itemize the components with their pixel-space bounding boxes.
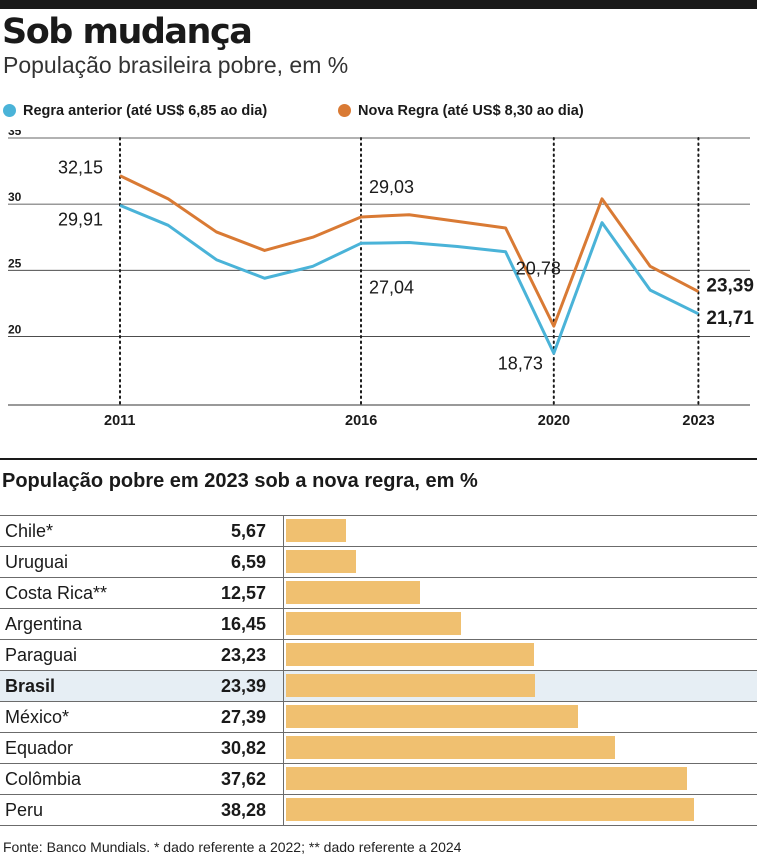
x-tick-label: 2020 [538,413,570,429]
legend-swatch-nova-regra [338,104,351,117]
data-label: 20,78 [516,258,561,278]
bar-value-label: 23,39 [220,676,266,696]
legend-swatch-regra-anterior [3,104,16,117]
bar-value-label: 12,57 [220,583,266,603]
bar-row: Uruguai 6,59 [0,546,757,577]
data-label: 23,39 [706,276,754,297]
bar-row: Costa Rica** 12,57 [0,577,757,608]
bar-separator [283,609,284,639]
data-label: 29,91 [58,209,103,229]
bar-category-label: México* [5,707,70,727]
bar-row: Paraguai 23,23 [0,639,757,670]
bar [286,674,536,697]
top-rule [0,0,757,9]
bar-category-label: Chile* [5,521,54,541]
bar [286,736,615,759]
bar-separator [283,702,284,732]
x-tick-label: 2011 [104,413,135,429]
data-label: 27,04 [369,277,414,297]
bar-category-label: Brasil [5,676,56,696]
bar-row: Colômbia 37,62 [0,763,757,794]
line-chart: 35 30 25 20 2011 2016 2020 2023 32,15 29,91 29,03 2… [0,130,757,435]
bar-value-label: 37,62 [220,769,266,789]
x-tick-label: 2016 [345,413,377,429]
y-tick-label: 30 [8,190,22,204]
bar-category-label: Argentina [5,614,83,634]
bar [286,519,347,542]
bar [286,612,462,635]
bar [286,767,687,790]
x-tick-label: 2023 [682,413,714,429]
y-tick-label: 35 [8,130,22,138]
bar-value-label: 23,23 [220,645,266,665]
series-line-regra-anterior [119,203,700,355]
bar-row: Equador 30,82 [0,732,757,763]
bar-row: Argentina 16,45 [0,608,757,639]
data-label: 32,15 [58,158,103,178]
legend-item-regra-anterior: Regra anterior (até US$ 6,85 ao dia) [3,103,267,119]
bar [286,643,534,666]
bar-chart-title: População pobre em 2023 sob a nova regra… [2,470,478,492]
line-chart-svg: 35 30 25 20 2011 2016 2020 2023 32,15 29,91 29,03 2… [8,130,754,429]
legend-label-nova-regra: Nova Regra (até US$ 8,30 ao dia) [358,103,584,119]
bar-category-label: Costa Rica** [5,583,108,603]
section-divider [0,458,757,460]
bar-value-label: 5,67 [230,521,266,541]
bar-separator [283,733,284,763]
bar-category-label: Equador [5,738,74,758]
data-label: 21,71 [706,308,754,329]
y-tick-label: 20 [8,322,22,336]
bar [286,798,694,821]
bar-separator [283,764,284,794]
bar-separator [283,795,284,825]
bar-category-label: Paraguai [5,645,78,665]
bar [286,705,578,728]
bar-value-label: 30,82 [220,738,266,758]
bar [286,581,420,604]
data-label: 29,03 [369,177,414,197]
bar-value-label: 38,28 [220,800,266,820]
bar-value-label: 27,39 [220,707,266,727]
legend-label-regra-anterior: Regra anterior (até US$ 6,85 ao dia) [23,103,268,119]
bar-row: Chile* 5,67 [0,515,757,546]
bar-separator [283,516,284,546]
y-tick-label: 25 [8,256,22,270]
bar-row: Brasil 23,39 [0,670,757,701]
chart-subtitle: População brasileira pobre, em % [3,52,349,78]
bar-chart: Chile* 5,67 Uruguai 6,59 Costa Rica** 12,57 Ar… [0,515,757,826]
bar-value-label: 6,59 [230,552,266,572]
bar-category-label: Peru [5,800,44,820]
bar-separator [283,578,284,608]
bar-row: México* 27,39 [0,701,757,732]
bar-separator [283,640,284,670]
source-note: Fonte: Banco Mundials. * dado referente … [3,839,462,855]
bar-separator [283,671,284,701]
series-line-nova-regra [119,174,700,328]
bar-category-label: Uruguai [5,552,69,572]
bar-row: Peru 38,28 [0,794,757,826]
data-label: 18,73 [498,353,543,373]
legend-item-nova-regra: Nova Regra (até US$ 8,30 ao dia) [338,103,584,119]
bar [286,550,357,573]
chart-title: Sob mudança [2,12,253,52]
bar-separator [283,547,284,577]
bar-category-label: Colômbia [5,769,82,789]
bar-value-label: 16,45 [220,614,266,634]
